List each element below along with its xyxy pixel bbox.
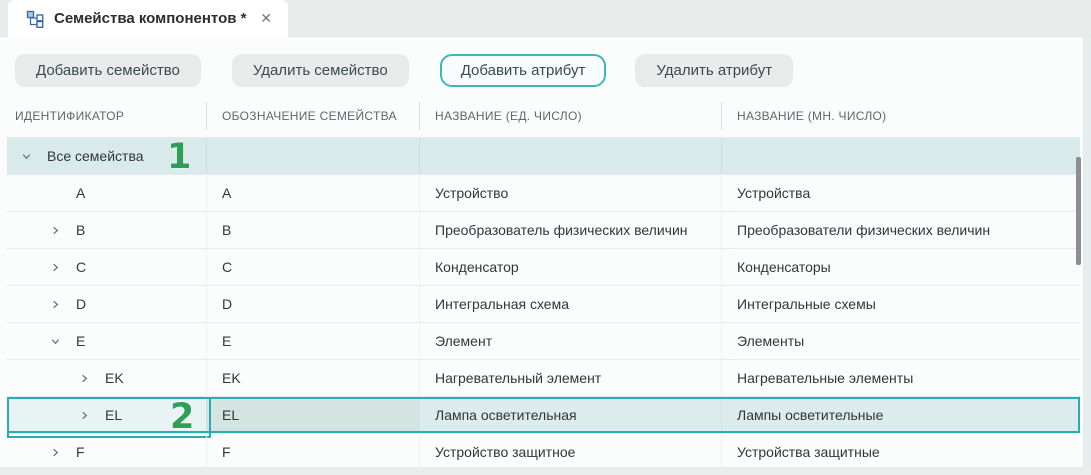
cell-name-singular[interactable]: Элемент — [420, 323, 722, 359]
tab-component-families[interactable]: Семейства компонентов * ✕ — [8, 0, 288, 37]
table-row[interactable]: EK EK Нагревательный элемент Нагревательные… — [7, 360, 1080, 397]
cell-name-plural[interactable]: Устройства защитные — [737, 444, 880, 460]
chevron-right-icon[interactable] — [76, 370, 92, 386]
hierarchy-icon — [26, 10, 44, 28]
close-icon[interactable]: ✕ — [260, 10, 272, 26]
identifier-label: F — [76, 444, 85, 460]
cell-name-singular[interactable]: Лампа осветительная — [420, 397, 722, 433]
table-header: ИДЕНТИФИКАТОР ОБОЗНАЧЕНИЕ СЕМЕЙСТВА НАЗВ… — [7, 95, 1080, 138]
cell-designation[interactable]: C — [207, 249, 420, 285]
table-body: Все семейства A A Устройство Устройства B B Пре… — [7, 138, 1080, 467]
table-row[interactable]: D D Интегральная схема Интегральные схемы — [7, 286, 1080, 323]
right-edge-strip — [1083, 37, 1091, 467]
cell-designation[interactable]: E — [207, 323, 420, 359]
table-row[interactable]: A A Устройство Устройства — [7, 175, 1080, 212]
cell-name-plural[interactable]: Лампы осветительные — [722, 397, 1080, 433]
identifier-label: B — [76, 222, 86, 238]
chevron-right-icon[interactable] — [47, 444, 63, 460]
identifier-label: D — [76, 296, 87, 312]
cell-name-singular[interactable]: Интегральная схема — [420, 286, 722, 322]
cell-name-singular[interactable]: Устройство — [420, 175, 722, 211]
cell-designation[interactable]: F — [207, 434, 420, 467]
cell-name-plural[interactable] — [722, 138, 1080, 174]
toolbar: Добавить семейство Удалить семейство Доб… — [0, 37, 1091, 95]
identifier-label: Все семейства — [47, 148, 144, 164]
table-row[interactable]: E E Элемент Элементы — [7, 323, 1080, 360]
identifier-label: C — [76, 259, 87, 275]
cell-identifier[interactable]: D — [7, 286, 207, 322]
chevron-right-icon[interactable] — [47, 296, 63, 312]
cell-designation[interactable]: A — [207, 175, 420, 211]
chevron-down-icon[interactable] — [47, 333, 63, 349]
identifier-label: EL — [105, 407, 123, 423]
chevron-down-icon[interactable] — [18, 148, 34, 164]
cell-name-plural[interactable]: Интегральные схемы — [737, 296, 876, 312]
delete-attribute-button[interactable]: Удалить атрибут — [635, 53, 794, 87]
column-header-designation[interactable]: ОБОЗНАЧЕНИЕ СЕМЕЙСТВА — [207, 102, 420, 130]
cell-identifier[interactable]: Все семейства — [7, 138, 207, 174]
vertical-scrollbar-thumb[interactable] — [1076, 157, 1081, 265]
column-header-name-plural[interactable]: НАЗВАНИЕ (МН. ЧИСЛО) — [737, 109, 887, 123]
table-row[interactable]: EL EL Лампа осветительная Лампы осветительн… — [7, 397, 1080, 434]
tab-bar: Семейства компонентов * ✕ — [0, 0, 1091, 37]
cell-name-plural[interactable]: Устройства — [737, 185, 811, 201]
cell-identifier[interactable]: F — [7, 434, 207, 467]
table-row[interactable]: B B Преобразователь физических величин Прео… — [7, 212, 1080, 249]
delete-family-button[interactable]: Удалить семейство — [231, 53, 409, 87]
cell-identifier[interactable]: A — [7, 175, 207, 211]
table-row[interactable]: Все семейства — [7, 138, 1080, 175]
cell-identifier[interactable]: EL — [7, 397, 207, 433]
cell-designation[interactable]: B — [207, 212, 420, 248]
cell-designation[interactable] — [207, 138, 420, 174]
add-family-button[interactable]: Добавить семейство — [15, 53, 201, 87]
column-header-identifier[interactable]: ИДЕНТИФИКАТОР — [7, 102, 207, 130]
cell-name-singular[interactable]: Конденсатор — [420, 249, 722, 285]
bottom-edge-strip — [0, 467, 1091, 475]
table-row[interactable]: C C Конденсатор Конденсаторы — [7, 249, 1080, 286]
cell-designation[interactable]: EL — [207, 397, 420, 433]
cell-name-singular[interactable] — [420, 138, 722, 174]
table-row[interactable]: F F Устройство защитное Устройства защитные — [7, 434, 1080, 467]
cell-name-plural[interactable]: Преобразователи физических величин — [737, 222, 991, 238]
cell-name-plural[interactable]: Элементы — [737, 333, 805, 349]
cell-identifier[interactable]: EK — [7, 360, 207, 396]
chevron-right-icon[interactable] — [76, 407, 92, 423]
cell-identifier[interactable]: E — [7, 323, 207, 359]
cell-name-plural[interactable]: Нагревательные элементы — [737, 370, 914, 386]
identifier-label: A — [76, 185, 86, 201]
identifier-label: EK — [105, 370, 124, 386]
chevron-placeholder — [47, 185, 63, 201]
cell-identifier[interactable]: B — [7, 212, 207, 248]
chevron-right-icon[interactable] — [47, 222, 63, 238]
column-header-name-singular[interactable]: НАЗВАНИЕ (ЕД. ЧИСЛО) — [420, 102, 722, 130]
cell-name-singular[interactable]: Нагревательный элемент — [420, 360, 722, 396]
chevron-right-icon[interactable] — [47, 259, 63, 275]
identifier-label: E — [76, 333, 86, 349]
add-attribute-button[interactable]: Добавить атрибут — [439, 53, 607, 87]
cell-name-singular[interactable]: Преобразователь физических величин — [420, 212, 722, 248]
cell-name-plural[interactable]: Конденсаторы — [737, 259, 831, 275]
cell-designation[interactable]: D — [207, 286, 420, 322]
cell-name-singular[interactable]: Устройство защитное — [420, 434, 722, 467]
tab-title: Семейства компонентов * — [54, 10, 247, 27]
cell-designation[interactable]: EK — [207, 360, 420, 396]
cell-identifier[interactable]: C — [7, 249, 207, 285]
